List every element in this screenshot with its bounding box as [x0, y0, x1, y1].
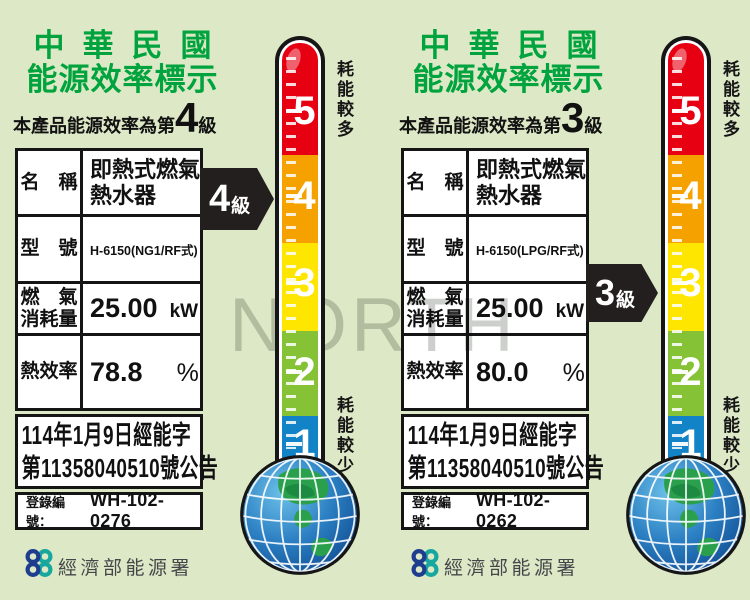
name-header: 名 稱: [404, 151, 469, 214]
energy-label-left: 中華民國 能源效率標示 本產品能源效率為第 4 級 名 稱 即熱式燃氣 熱水器 …: [0, 28, 360, 579]
grade-unit: 級: [198, 116, 217, 136]
table-row-model: 型 號 H-6150(LPG/RF式): [404, 214, 586, 281]
gas-unit: kW: [555, 301, 585, 322]
efficiency-unit: %: [176, 358, 199, 387]
registration-label: 登錄編號：: [412, 495, 452, 529]
globe-icon: [626, 455, 746, 575]
registration-label: 登錄編號：: [26, 495, 66, 529]
spec-table: 名 稱 即熱式燃氣 熱水器 型 號 H-6150(NG1/RF式) 燃 氣 消耗…: [15, 148, 203, 411]
table-row-name: 名 稱 即熱式燃氣 熱水器: [404, 151, 586, 214]
low-consumption-label: 耗能較少: [720, 396, 739, 476]
agency-name: 經濟部能源署: [444, 558, 580, 579]
registration-number: WH-102-0262: [476, 490, 551, 531]
table-row-name: 名 稱 即熱式燃氣 熱水器: [18, 151, 200, 214]
grade-arrow-badge: 3 級: [586, 264, 658, 322]
gas-value: 25.00: [476, 293, 544, 323]
announcement-line2: 第11358040510號公告: [21, 452, 219, 483]
thermometer-tube: 5 4 3 2 1: [275, 36, 325, 501]
energy-label-right: 中華民國 能源效率標示 本產品能源效率為第 3 級 名 稱 即熱式燃氣 熱水器 …: [386, 0, 750, 600]
label-title: 中華民國 能源效率標示: [386, 28, 631, 96]
name-value: 即熱式燃氣 熱水器: [476, 156, 586, 208]
table-row-model: 型 號 H-6150(NG1/RF式): [18, 214, 200, 281]
efficiency-grade-statement: 本產品能源效率為第 3 級: [399, 94, 603, 141]
high-consumption-label: 耗能較多: [334, 60, 353, 140]
grade-arrow-badge: 4 級: [200, 168, 274, 230]
model-value: H-6150(LPG/RF式): [476, 243, 584, 258]
efficiency-value: 78.8: [90, 356, 143, 387]
table-row-efficiency: 熱效率 78.8 %: [18, 333, 200, 408]
announcement-line1: 114年1月9日經能字: [21, 419, 192, 450]
thermometer-ticks: [286, 57, 296, 449]
grade-number: 4: [175, 94, 199, 141]
registration-number: WH-102-0276: [90, 490, 165, 531]
low-consumption-label: 耗能較少: [334, 396, 353, 476]
spec-table: 名 稱 即熱式燃氣 熱水器 型 號 H-6150(LPG/RF式) 燃 氣 消耗…: [401, 148, 589, 411]
model-header: 型 號: [18, 217, 83, 281]
gas-value: 25.00: [90, 293, 158, 323]
title-line2: 能源效率標示: [412, 62, 605, 97]
table-row-gas-consumption: 燃 氣 消耗量 25.00 kW: [404, 281, 586, 333]
grade-statement-prefix: 本產品能源效率為第: [13, 116, 175, 136]
gas-unit: kW: [169, 301, 199, 322]
efficiency-header: 熱效率: [18, 336, 83, 408]
grade-unit: 級: [584, 116, 603, 136]
announcement-box: 114年1月9日經能字 第11358040510號公告: [15, 414, 218, 489]
efficiency-unit: %: [562, 358, 585, 387]
announcement-line1: 114年1月9日經能字: [407, 419, 578, 450]
registration-box: 登錄編號： WH-102-0262: [401, 490, 589, 531]
model-header: 型 號: [404, 217, 469, 281]
announcement-box: 114年1月9日經能字 第11358040510號公告: [401, 414, 604, 489]
title-line2: 能源效率標示: [26, 62, 219, 97]
registration-box: 登錄編號： WH-102-0276: [15, 490, 203, 531]
grade-number: 3: [561, 94, 585, 141]
high-consumption-label: 耗能較多: [720, 60, 739, 140]
table-row-efficiency: 熱效率 80.0 %: [404, 333, 586, 408]
efficiency-value: 80.0: [476, 356, 529, 387]
name-header: 名 稱: [18, 151, 83, 214]
efficiency-grade-statement: 本產品能源效率為第 4 級: [13, 94, 217, 141]
gas-header: 燃 氣 消耗量: [404, 284, 469, 333]
energy-administration-logo-icon: [25, 548, 53, 578]
agency-name: 經濟部能源署: [58, 558, 194, 579]
thermometer-tube: 5 4 3 2 1: [661, 36, 711, 501]
announcement-line2: 第11358040510號公告: [407, 452, 605, 483]
watermark: NORTH: [229, 283, 518, 368]
globe-icon: [240, 455, 360, 575]
grade-statement-prefix: 本產品能源效率為第: [399, 116, 561, 136]
thermometer-ticks: [672, 57, 682, 449]
label-title: 中華民國 能源效率標示: [0, 28, 245, 96]
title-line1: 中華民國: [33, 28, 230, 63]
model-value: H-6150(NG1/RF式): [90, 243, 198, 258]
name-value: 即熱式燃氣 熱水器: [90, 156, 200, 208]
title-line1: 中華民國: [419, 28, 616, 63]
gas-header: 燃 氣 消耗量: [18, 284, 83, 333]
energy-administration-logo-icon: [411, 548, 439, 578]
efficiency-header: 熱效率: [404, 336, 469, 408]
table-row-gas-consumption: 燃 氣 消耗量 25.00 kW: [18, 281, 200, 333]
